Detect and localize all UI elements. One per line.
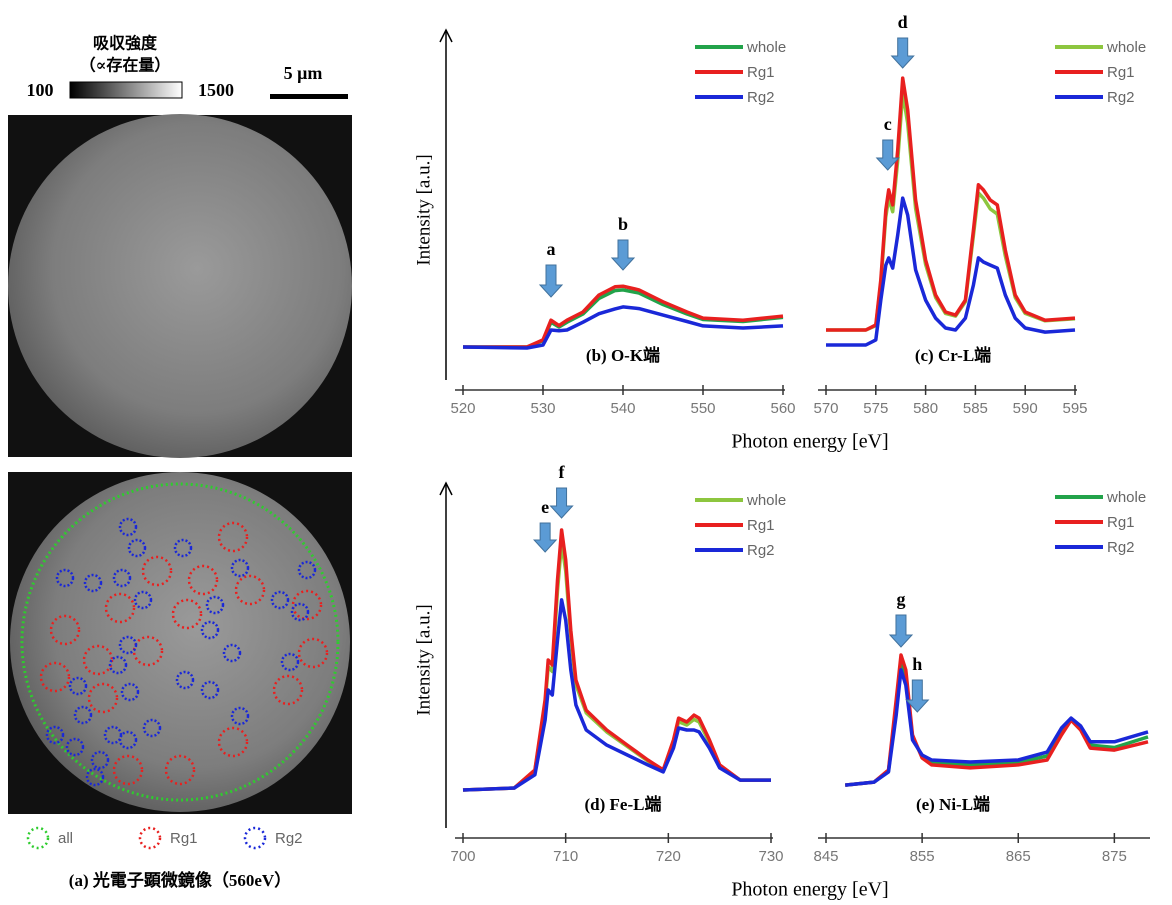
legend-label: Rg1 bbox=[747, 517, 775, 534]
y-axis-label: Intensity [a.u.] bbox=[413, 154, 434, 265]
legend-symbol bbox=[245, 828, 265, 848]
legend-label: whole bbox=[746, 492, 786, 509]
panel-label: (b) O-K端 bbox=[586, 345, 660, 365]
annotation-arrow bbox=[612, 240, 634, 270]
colorbar-title: 吸収強度 bbox=[93, 34, 158, 53]
legend-symbol bbox=[28, 828, 48, 848]
microscope-image bbox=[8, 114, 352, 458]
x-tick-label: 730 bbox=[758, 848, 783, 865]
annotation-label: c bbox=[884, 114, 892, 134]
annotation-label: f bbox=[559, 462, 566, 482]
annotation-arrow bbox=[890, 615, 912, 647]
legend-label: Rg2 bbox=[1107, 89, 1135, 106]
microscope-image bbox=[10, 472, 350, 812]
annotation-label: a bbox=[547, 239, 556, 259]
x-tick-label: 580 bbox=[913, 400, 938, 417]
series-line bbox=[463, 543, 771, 790]
x-tick-label: 710 bbox=[553, 848, 578, 865]
annotation-label: e bbox=[541, 497, 549, 517]
legend-symbol bbox=[140, 828, 160, 848]
legend-label: all bbox=[58, 830, 73, 847]
legend-label: Rg1 bbox=[1107, 64, 1135, 81]
legend-label: Rg2 bbox=[747, 89, 775, 106]
colorbar-max: 1500 bbox=[198, 80, 234, 100]
x-tick-label: 595 bbox=[1062, 400, 1087, 417]
x-axis-label: Photon energy [eV] bbox=[731, 431, 888, 453]
caption: (a) 光電子顕微鏡像（560eV） bbox=[69, 870, 291, 890]
x-tick-label: 845 bbox=[813, 848, 838, 865]
x-axis-label: Photon energy [eV] bbox=[731, 879, 888, 901]
image-legend: all Rg1 Rg2 bbox=[28, 828, 303, 848]
x-tick-label: 520 bbox=[450, 400, 475, 417]
legend-label: Rg1 bbox=[170, 830, 198, 847]
legend-label: Rg1 bbox=[1107, 514, 1135, 531]
series-line bbox=[826, 198, 1075, 345]
series-line bbox=[463, 286, 783, 347]
annotation-arrow bbox=[892, 38, 914, 68]
x-tick-label: 590 bbox=[1013, 400, 1038, 417]
x-tick-label: 855 bbox=[910, 848, 935, 865]
x-tick-label: 575 bbox=[863, 400, 888, 417]
annotation-arrow bbox=[534, 523, 556, 552]
figure: 吸収強度 （∝存在量） 100 1500 5 μm all Rg1 Rg2 (a) … bbox=[0, 0, 1172, 905]
series-line bbox=[826, 93, 1075, 330]
colorbar-min: 100 bbox=[27, 80, 54, 100]
series-line bbox=[826, 78, 1075, 330]
x-tick-label: 570 bbox=[813, 400, 838, 417]
legend-label: Rg2 bbox=[747, 542, 775, 559]
annotation-label: g bbox=[896, 589, 905, 609]
legend-label: Rg2 bbox=[1107, 539, 1135, 556]
x-tick-label: 550 bbox=[690, 400, 715, 417]
scale-bar bbox=[270, 94, 348, 99]
scale-bar-label: 5 μm bbox=[284, 63, 323, 83]
x-tick-label: 540 bbox=[610, 400, 635, 417]
panel-label: (e) Ni-L端 bbox=[916, 794, 990, 814]
x-tick-label: 700 bbox=[450, 848, 475, 865]
x-tick-label: 865 bbox=[1006, 848, 1031, 865]
colorbar bbox=[70, 82, 182, 98]
legend-label: whole bbox=[1106, 489, 1146, 506]
x-tick-label: 560 bbox=[770, 400, 795, 417]
annotation-label: b bbox=[618, 214, 628, 234]
panel-label: (d) Fe-L端 bbox=[585, 794, 662, 814]
legend-label: whole bbox=[1106, 39, 1146, 56]
annotation-arrow bbox=[551, 488, 573, 518]
series-line bbox=[463, 307, 783, 348]
annotation-label: h bbox=[912, 654, 922, 674]
annotation-label: d bbox=[898, 12, 908, 32]
x-tick-label: 720 bbox=[656, 848, 681, 865]
x-tick-label: 585 bbox=[963, 400, 988, 417]
colorbar-subtitle: （∝存在量） bbox=[80, 56, 171, 75]
panel-label: (c) Cr-L端 bbox=[915, 345, 991, 365]
annotation-arrow bbox=[540, 265, 562, 297]
legend-label: Rg1 bbox=[747, 64, 775, 81]
x-tick-label: 875 bbox=[1102, 848, 1127, 865]
legend-label: Rg2 bbox=[275, 830, 303, 847]
legend-label: whole bbox=[746, 39, 786, 56]
x-tick-label: 530 bbox=[530, 400, 555, 417]
y-axis-label: Intensity [a.u.] bbox=[413, 604, 434, 715]
series-line bbox=[463, 600, 771, 790]
